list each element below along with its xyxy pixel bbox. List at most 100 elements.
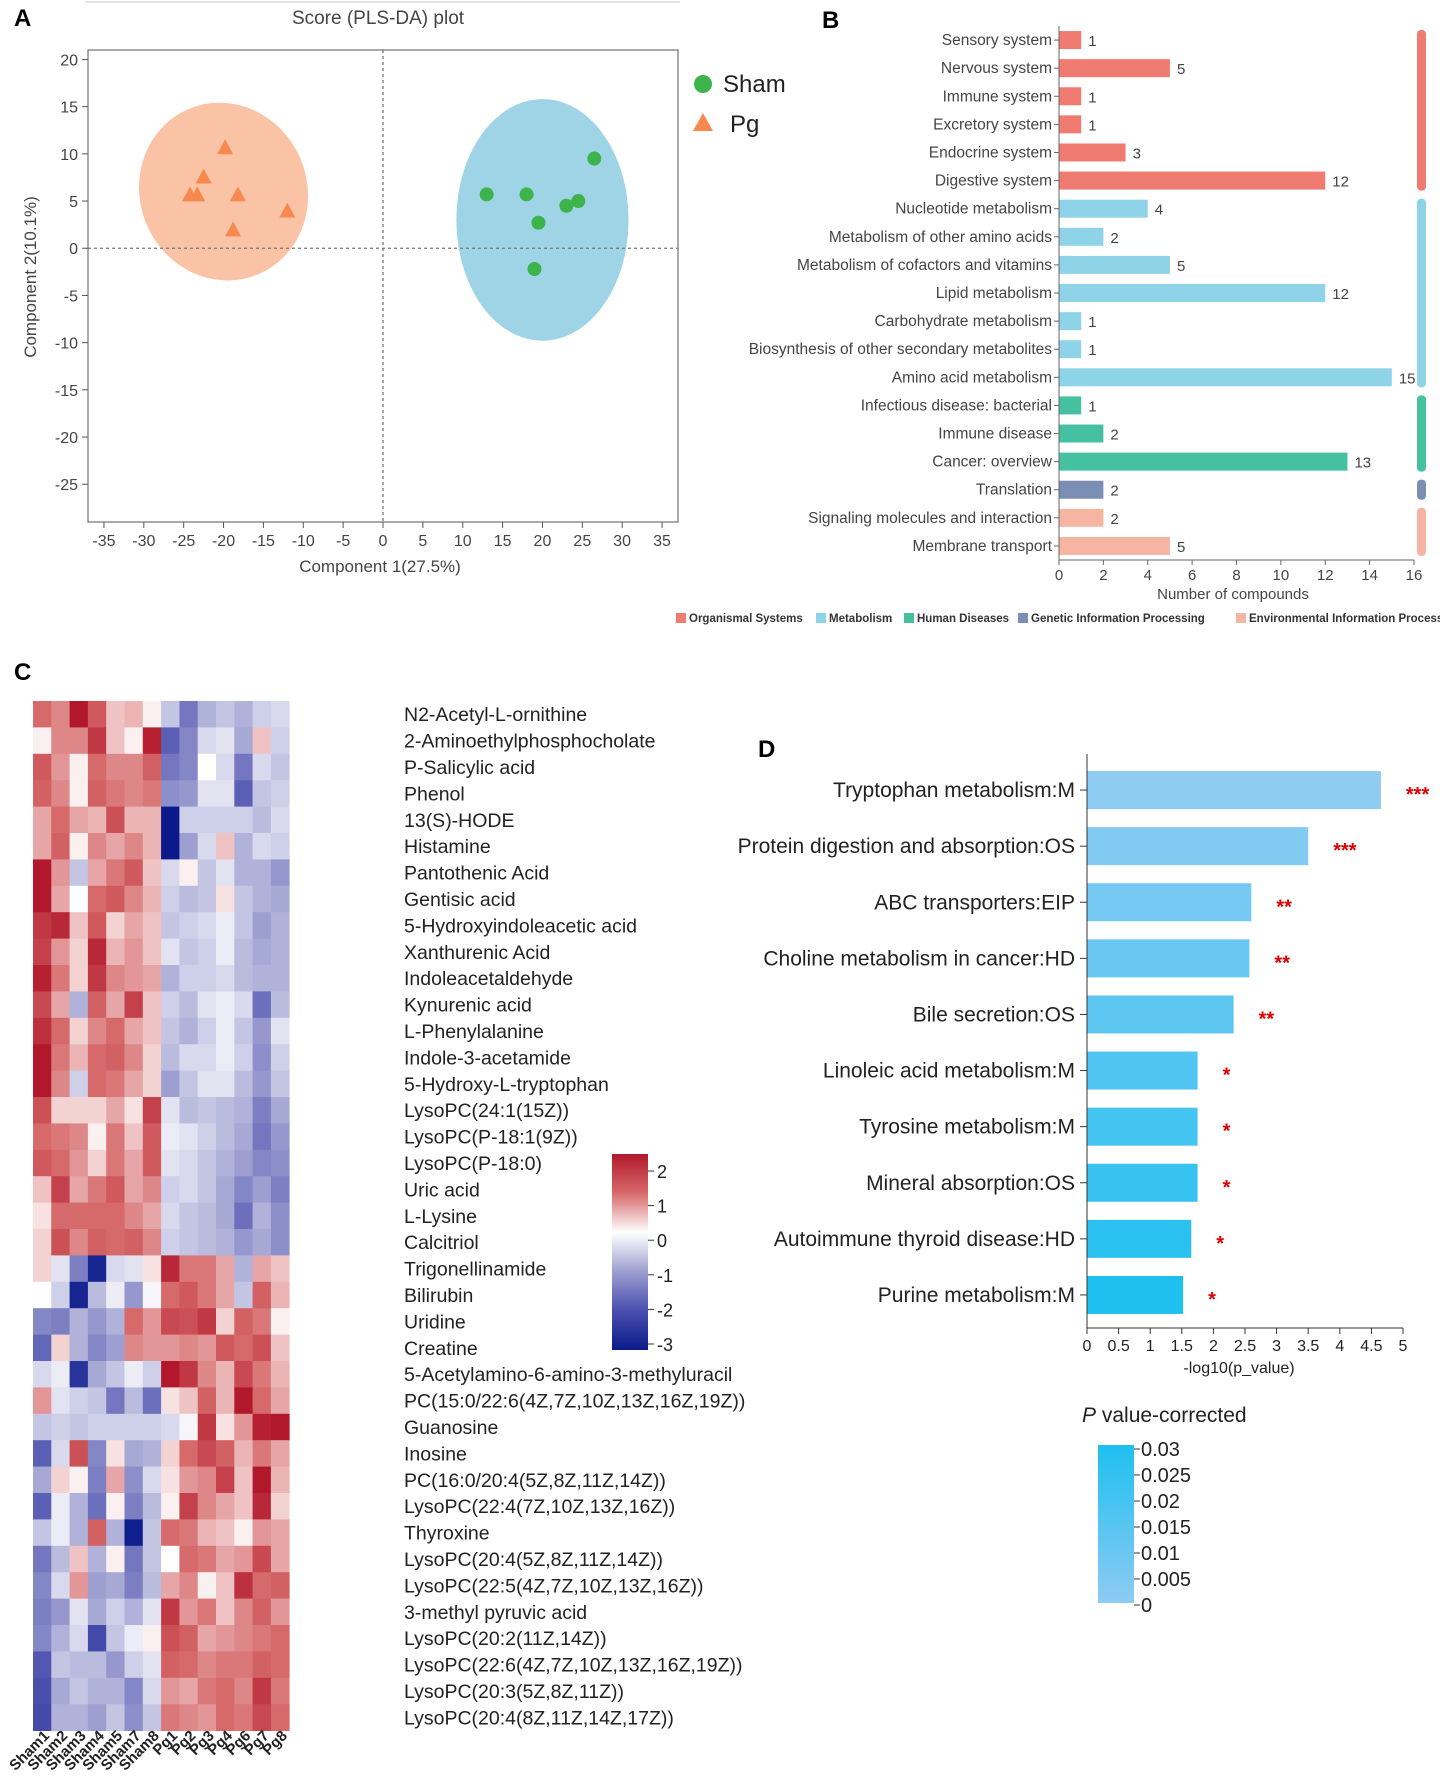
heatmap-cell	[51, 753, 70, 781]
heatmap-cell	[106, 1572, 125, 1599]
heatmap-cell	[161, 1545, 180, 1573]
pvalue-tick-label: 0	[1141, 1595, 1152, 1617]
heatmap-row-label: LysoPC(24:1(15Z))	[404, 1100, 569, 1122]
heatmap-cell	[216, 780, 235, 807]
pathway-bar	[1059, 312, 1082, 331]
heatmap-cell	[106, 1651, 125, 1679]
heatmap-cell	[124, 1598, 144, 1626]
pathway-bar-value: 5	[1177, 61, 1185, 78]
heatmap-cell	[216, 701, 235, 728]
pathway-bar-value: 1	[1088, 398, 1096, 415]
y-tick-label: 15	[60, 100, 78, 117]
heatmap-cell	[69, 1070, 89, 1098]
heatmap-cell	[69, 1334, 89, 1362]
colorbar-tick-label: 2	[657, 1162, 667, 1182]
pvalue-tick-label: 0.02	[1141, 1491, 1180, 1513]
heatmap-cell	[216, 1677, 235, 1705]
group-indicator-bar	[1417, 30, 1426, 191]
significance-stars: *	[1208, 1289, 1216, 1311]
heatmap-cell	[106, 1677, 125, 1705]
heatmap-cell	[252, 1361, 272, 1388]
y-tick-label: -15	[55, 383, 78, 400]
heatmap-cell	[216, 727, 235, 755]
enrichment-category-label: Mineral absorption:OS	[866, 1172, 1075, 1195]
pathway-bar	[1059, 508, 1104, 527]
heatmap-cell	[234, 1413, 253, 1441]
heatmap-cell	[234, 701, 253, 728]
heatmap-cell	[106, 1413, 125, 1441]
heatmap-cell	[216, 1572, 235, 1599]
legend-swatch	[1018, 613, 1028, 623]
heatmap-cell	[142, 1466, 162, 1494]
x-tick-label: 0	[379, 533, 388, 550]
x-tick-label: -35	[92, 533, 115, 550]
heatmap-cell	[33, 965, 52, 992]
heatmap-cell	[124, 1493, 144, 1520]
heatmap-cell	[106, 938, 125, 966]
heatmap-cell	[33, 1176, 52, 1203]
heatmap-cell	[252, 1149, 272, 1177]
heatmap-cell	[234, 1651, 253, 1679]
heatmap-row-label: L-Lysine	[404, 1206, 477, 1228]
heatmap-cell	[51, 1545, 70, 1573]
pathway-bar-value: 4	[1155, 202, 1163, 219]
heatmap-cell	[51, 1361, 70, 1388]
heatmap-cell	[69, 1097, 89, 1124]
heatmap-row-label: Uric acid	[404, 1179, 480, 1201]
heatmap-cell	[124, 1440, 144, 1467]
heatmap-cell	[69, 1017, 89, 1045]
heatmap-cell	[87, 912, 107, 939]
heatmap-cell	[179, 1413, 199, 1441]
heatmap-cell	[161, 912, 180, 939]
pathway-bar-value: 2	[1110, 427, 1118, 444]
group-indicator-bar	[1417, 395, 1426, 472]
heatmap-cell	[270, 806, 290, 834]
heatmap-cell	[270, 859, 290, 887]
group-indicator-bar	[1417, 198, 1426, 388]
x-tick-label: 10	[1273, 567, 1290, 584]
heatmap-cell	[179, 753, 199, 781]
heatmap-row-label: Bilirubin	[404, 1285, 473, 1307]
sham-point	[559, 198, 574, 213]
heatmap-cell	[270, 965, 290, 992]
pathway-category-label: Nucleotide metabolism	[895, 201, 1052, 218]
heatmap-row-label: Trigonellinamide	[404, 1259, 546, 1281]
heatmap-cell	[234, 1545, 253, 1573]
heatmap-cell	[87, 701, 107, 728]
heatmap-cell	[106, 1545, 125, 1573]
heatmap-cell	[51, 1044, 70, 1071]
heatmap-cell	[124, 938, 144, 966]
heatmap-cell	[87, 859, 107, 887]
pathway-bar-value: 2	[1110, 511, 1118, 528]
heatmap-cell	[270, 1149, 290, 1177]
heatmap-cell	[161, 885, 180, 913]
enrichment-bars: *****************	[1087, 771, 1429, 1314]
heatmap-cell	[234, 1070, 253, 1098]
heatmap-cell	[142, 1519, 162, 1547]
significance-stars: ***	[1406, 784, 1430, 806]
legend-group-label: Environmental Information Processing	[1249, 613, 1440, 625]
heatmap-cell	[234, 1281, 253, 1309]
heatmap-cell	[142, 1202, 162, 1230]
heatmap-cell	[270, 1176, 290, 1203]
heatmap-cell	[51, 1625, 70, 1652]
heatmap-cell	[69, 912, 89, 939]
heatmap-cell	[197, 1149, 217, 1177]
heatmap-cell	[216, 1334, 235, 1362]
heatmap-cell	[252, 1176, 272, 1203]
heatmap-cell	[142, 1677, 162, 1705]
sham-point	[531, 215, 546, 230]
heatmap-cell	[197, 991, 217, 1019]
heatmap-cell	[234, 727, 253, 755]
x-tick-label: 5	[1399, 1338, 1408, 1355]
heatmap-cell	[197, 1704, 217, 1731]
sham-point	[479, 187, 494, 202]
heatmap-cell	[51, 1519, 70, 1547]
heatmap-cell	[106, 1598, 125, 1626]
heatmap-cell	[270, 780, 290, 807]
heatmap-colorbar-ticks: 2 1 0 -1 -2 -3	[648, 1162, 673, 1355]
panel-c-label: C	[14, 659, 31, 686]
heatmap-cell	[216, 1361, 235, 1388]
heatmap-cell	[33, 753, 52, 781]
